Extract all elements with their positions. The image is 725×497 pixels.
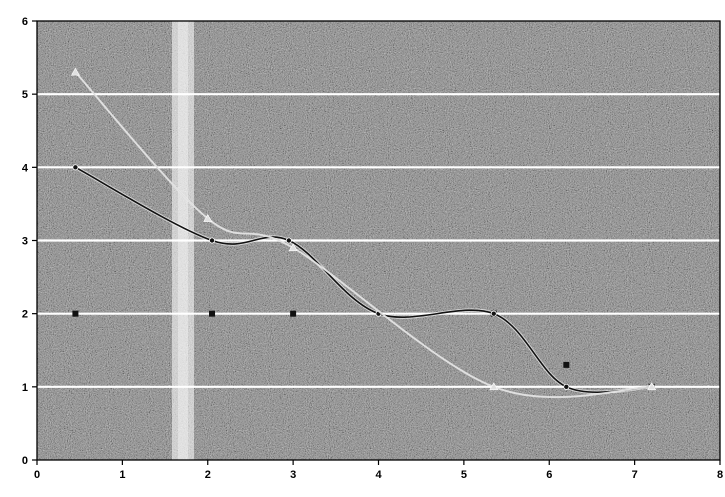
y-tick-label-2: 2 (22, 309, 28, 321)
series-2-point-3 (489, 382, 499, 391)
series-1-point-0 (72, 164, 79, 171)
y-tick-label-0: 0 (22, 455, 28, 467)
series-0-point-1 (209, 310, 216, 317)
series-0-point-2 (290, 310, 297, 317)
series-1-point-1 (209, 237, 216, 244)
x-tick-label-1: 1 (119, 469, 125, 481)
x-tick-label-6: 6 (546, 469, 552, 481)
series-2-point-0 (70, 67, 80, 76)
x-tick-label-5: 5 (461, 469, 467, 481)
y-tick-label-6: 6 (22, 16, 28, 28)
series-1-point-2 (285, 237, 292, 244)
series-1-point-4 (490, 310, 497, 317)
series-2-point-1 (203, 213, 213, 222)
x-tick-label-3: 3 (290, 469, 296, 481)
axes: 0 1 2 3 4 5 6 0 1 2 3 4 5 6 7 8 (22, 16, 723, 481)
series-2-point-4 (647, 382, 657, 391)
y-tick-label-1: 1 (22, 382, 28, 394)
series-layer (70, 67, 657, 399)
x-tick-label-7: 7 (632, 469, 638, 481)
x-tick-label-4: 4 (375, 469, 382, 481)
x-tick-label-2: 2 (205, 469, 211, 481)
y-tick-label-4: 4 (22, 162, 29, 174)
y-tick-label-3: 3 (22, 236, 28, 248)
series-2 (70, 67, 657, 399)
gridlines (37, 93, 720, 388)
series-0-point-4 (563, 361, 570, 368)
x-tick-label-8: 8 (717, 469, 723, 481)
series-2-point-2 (288, 243, 298, 252)
y-tick-label-5: 5 (22, 89, 28, 101)
x-tick-label-0: 0 (34, 469, 40, 481)
series-1-point-5 (563, 383, 570, 390)
series-0-point-0 (72, 310, 79, 317)
